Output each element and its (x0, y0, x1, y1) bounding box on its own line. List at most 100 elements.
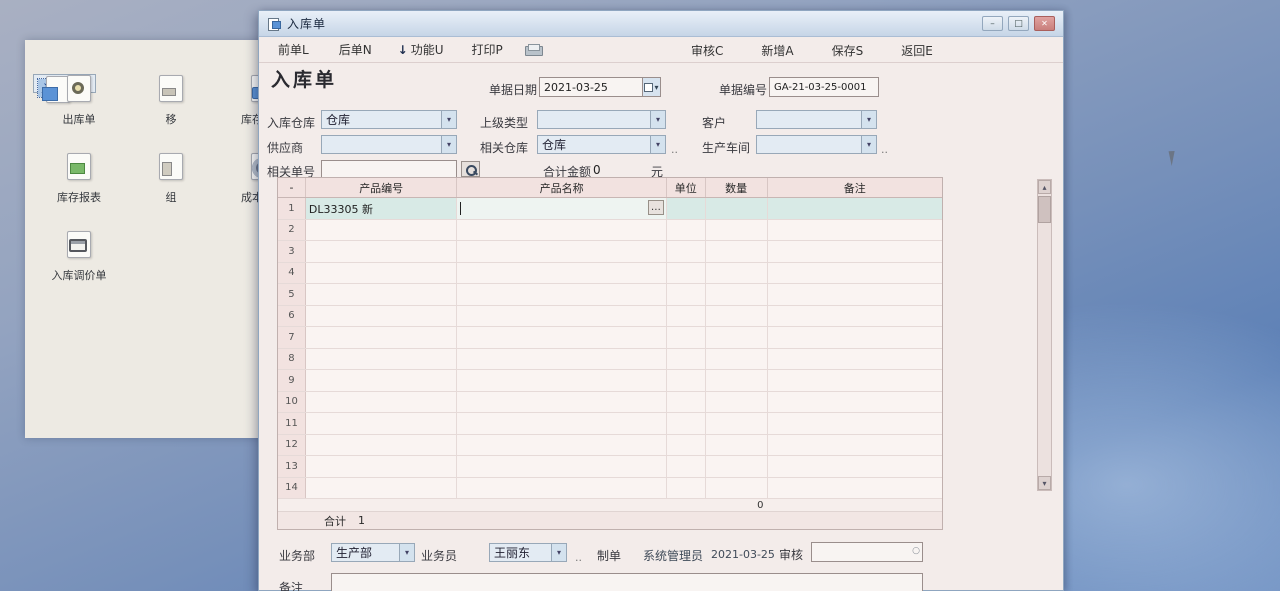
cell-note[interactable] (768, 241, 942, 262)
cell-product-name[interactable] (457, 434, 667, 455)
table-row[interactable]: 8 (278, 348, 942, 370)
toolbar-button[interactable]: 新增A (761, 43, 794, 58)
doc-date-field[interactable]: 2021-03-25 (539, 77, 661, 97)
cell-unit[interactable] (667, 284, 706, 305)
cell-quantity[interactable] (706, 370, 768, 391)
cell-note[interactable] (768, 435, 942, 456)
cell-quantity[interactable] (706, 305, 768, 326)
cell-note[interactable] (768, 284, 942, 305)
cell-product-code[interactable] (306, 434, 458, 455)
cell-product-code[interactable] (306, 327, 458, 348)
minimize-button[interactable] (982, 16, 1003, 31)
cell-note[interactable] (768, 306, 942, 327)
cell-unit[interactable] (667, 348, 706, 369)
cell-note[interactable] (768, 220, 942, 241)
cell-quantity[interactable] (706, 284, 768, 305)
cell-product-code[interactable] (306, 284, 458, 305)
cell-quantity[interactable] (706, 456, 768, 477)
cell-product-name[interactable] (457, 198, 667, 219)
workshop-select[interactable] (756, 135, 877, 154)
cell-product-name[interactable] (457, 348, 667, 369)
cell-unit[interactable] (667, 327, 706, 348)
cell-product-name[interactable] (457, 391, 667, 412)
cell-product-name[interactable] (457, 262, 667, 283)
cell-unit[interactable] (667, 413, 706, 434)
related-no-field[interactable] (321, 160, 457, 178)
cell-product-code[interactable]: DL33305 新 (305, 198, 458, 219)
table-row[interactable]: 14 (278, 477, 942, 499)
close-button[interactable] (1034, 16, 1055, 31)
cell-quantity[interactable] (705, 198, 768, 219)
warehouse-select[interactable]: 仓库 (321, 110, 457, 129)
cell-unit[interactable] (667, 456, 706, 477)
table-row[interactable]: 13 (278, 456, 942, 478)
maximize-button[interactable] (1008, 16, 1029, 31)
header-unit[interactable]: 单位 (667, 178, 706, 197)
cell-unit[interactable] (667, 219, 706, 240)
cell-note[interactable] (768, 478, 942, 499)
parent-type-select[interactable] (537, 110, 666, 129)
cell-quantity[interactable] (706, 477, 768, 498)
next-doc-button[interactable]: 后单N (338, 43, 372, 57)
cell-product-name[interactable] (457, 370, 667, 391)
customer-select[interactable] (756, 110, 877, 129)
table-row[interactable]: 12 (278, 434, 942, 456)
vertical-scrollbar[interactable] (1037, 179, 1052, 491)
cell-quantity[interactable] (706, 434, 768, 455)
cell-product-code[interactable] (306, 456, 458, 477)
header-note[interactable]: 备注 (843, 181, 866, 195)
cell-product-name[interactable] (457, 477, 667, 498)
cell-product-code[interactable] (306, 305, 458, 326)
toolbar-button[interactable]: 返回E (901, 43, 933, 58)
scroll-thumb[interactable] (1038, 196, 1051, 223)
scroll-up-icon[interactable] (1038, 180, 1051, 194)
cell-unit[interactable] (667, 305, 706, 326)
desktop-icon[interactable]: 库存报表 (33, 152, 125, 230)
title-bar[interactable]: 入库单 (259, 11, 1063, 37)
table-row[interactable]: 6 (278, 305, 942, 327)
prev-doc-button[interactable]: 前单L (278, 43, 309, 57)
note-field[interactable] (331, 573, 923, 591)
related-warehouse-select[interactable]: 仓库 (537, 135, 666, 154)
desktop-icon[interactable]: 组 (125, 152, 217, 230)
table-row[interactable]: 1 DL33305 新 (278, 198, 943, 220)
cell-product-code[interactable] (306, 219, 458, 240)
table-row[interactable]: 9 (278, 370, 942, 392)
printer-icon-button[interactable] (520, 42, 546, 58)
cell-product-name[interactable] (457, 241, 667, 262)
cell-product-code[interactable] (306, 413, 458, 434)
header-product-name[interactable]: 产品名称 (457, 178, 667, 197)
cell-product-code[interactable] (306, 241, 458, 262)
supplier-select[interactable] (321, 135, 457, 154)
audit-field[interactable] (811, 542, 923, 562)
cell-unit[interactable] (667, 262, 706, 283)
clerk-select[interactable]: 王丽东 (489, 543, 567, 562)
cell-note[interactable] (768, 370, 942, 391)
cell-unit[interactable] (667, 370, 706, 391)
cell-product-code[interactable] (306, 391, 458, 412)
dept-select[interactable]: 生产部 (331, 543, 415, 562)
desktop-icon[interactable]: 移 (125, 74, 217, 152)
cell-unit[interactable] (667, 241, 706, 262)
toolbar-button[interactable]: 保存S (831, 43, 864, 58)
cell-quantity[interactable] (706, 413, 768, 434)
cell-product-code[interactable] (306, 348, 458, 369)
toolbar-button[interactable]: 审核C (691, 43, 724, 58)
cell-product-name[interactable] (457, 327, 667, 348)
cell-note[interactable] (768, 392, 942, 413)
table-row[interactable]: 11 (278, 413, 942, 435)
table-row[interactable]: 5 (278, 284, 942, 306)
scroll-down-icon[interactable] (1038, 476, 1051, 490)
cell-note[interactable] (768, 349, 942, 370)
desktop-icon[interactable]: 出库单 (33, 74, 125, 152)
cell-quantity[interactable] (706, 219, 768, 240)
functions-button[interactable]: 功能U (393, 39, 449, 60)
calendar-dropdown-icon[interactable] (642, 78, 660, 96)
cell-unit[interactable] (667, 477, 706, 498)
cell-product-name[interactable] (457, 456, 667, 477)
header-product-code[interactable]: 产品编号 (306, 178, 458, 197)
table-row[interactable]: 10 (278, 391, 942, 413)
doc-no-field[interactable]: GA-21-03-25-0001 (769, 77, 879, 97)
cell-quantity[interactable] (706, 348, 768, 369)
cell-quantity[interactable] (706, 262, 768, 283)
